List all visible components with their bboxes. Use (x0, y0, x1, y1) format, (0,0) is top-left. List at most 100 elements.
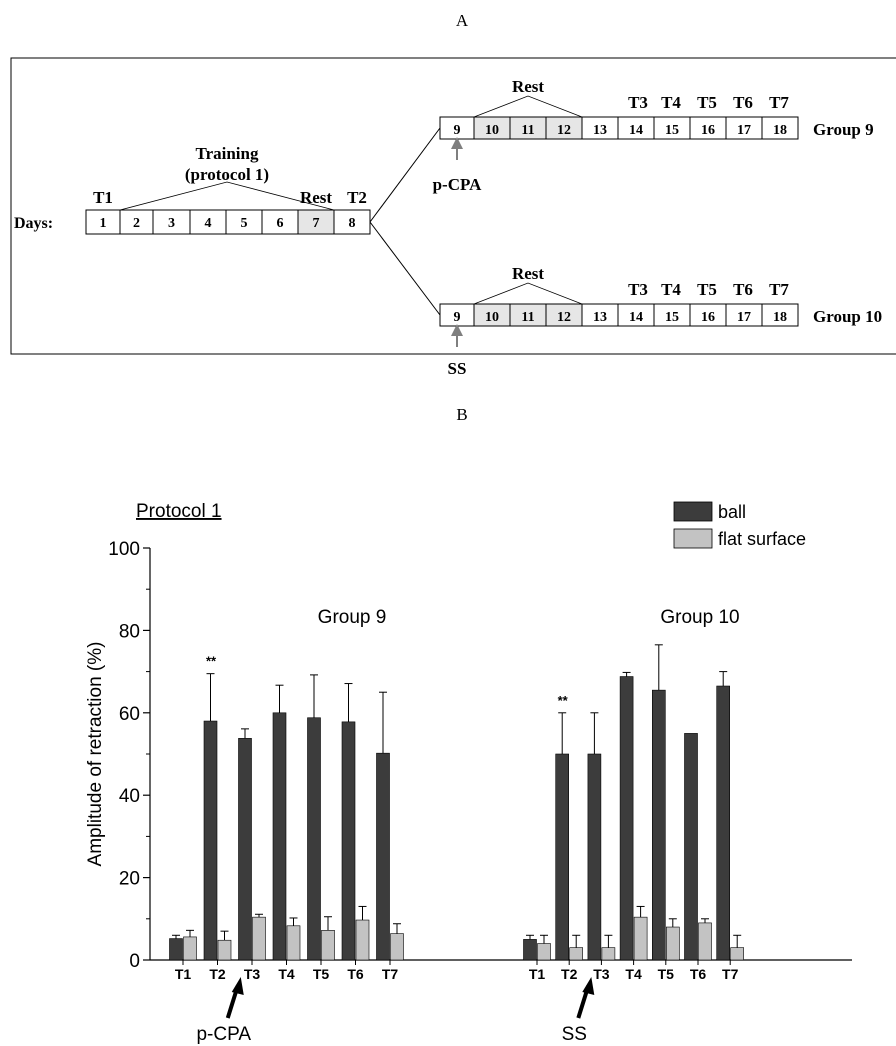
bar (537, 943, 551, 961)
rest-label: Rest (300, 188, 332, 207)
day-cell (761, 116, 799, 140)
legend-swatch (673, 528, 713, 549)
y-axis-label: Amplitude of retraction (%) (85, 642, 106, 867)
day-cell (119, 209, 154, 235)
day-number: 10 (485, 310, 499, 325)
drug-arrow-label: SS (562, 1024, 587, 1045)
bar (633, 916, 648, 961)
t1-label: T1 (93, 188, 113, 207)
day-number: 11 (521, 310, 534, 325)
bar (272, 712, 287, 961)
training-bracket (119, 181, 335, 211)
panel-b-label: B (456, 405, 467, 424)
x-tick-label: T3 (244, 966, 261, 982)
bar (651, 689, 666, 961)
rest-bracket (473, 282, 583, 305)
group-title: Group 10 (660, 607, 739, 628)
day-number: 13 (593, 123, 607, 138)
day-number: 5 (241, 216, 248, 231)
bar (203, 720, 218, 961)
y-tick-label: 80 (119, 621, 140, 642)
x-tick-label: T6 (690, 966, 707, 982)
bar (684, 733, 698, 961)
test-label: T3 (628, 93, 648, 112)
drug-label: SS (448, 359, 467, 378)
day-number: 12 (557, 123, 571, 138)
day-number: 16 (701, 310, 715, 325)
day-number: 10 (485, 123, 499, 138)
panel-a-frame (10, 57, 896, 355)
y-tick-label: 0 (129, 951, 140, 972)
test-label: T7 (769, 280, 789, 299)
group-label: Group 10 (813, 307, 882, 326)
x-tick-label: T3 (593, 966, 610, 982)
training-protocol-label: (protocol 1) (185, 165, 269, 184)
drug-arrow-label: p-CPA (196, 1024, 251, 1045)
bar (619, 676, 634, 961)
group-label: Group 9 (813, 120, 874, 139)
bar (286, 925, 301, 961)
t2-label: T2 (347, 188, 367, 207)
bar (698, 922, 712, 961)
day-number: 14 (629, 310, 643, 325)
bar (716, 685, 731, 961)
day-cell (761, 303, 799, 327)
x-tick-label: T4 (278, 966, 295, 982)
day-number: 16 (701, 123, 715, 138)
y-tick-label: 100 (108, 539, 140, 560)
day-number: 11 (521, 123, 534, 138)
day-number: 2 (133, 216, 140, 231)
panel-a-label: A (456, 11, 469, 30)
day-number: 9 (454, 310, 461, 325)
bar (601, 947, 616, 961)
legend-label: flat surface (718, 529, 806, 549)
legend-label: ball (718, 502, 746, 522)
x-tick-label: T5 (658, 966, 675, 982)
bar-chart: 0 20 40 60 80 100 Amplitude of retraction (%) b… (85, 501, 852, 1045)
x-tick-label: T4 (625, 966, 642, 982)
drug-label: p-CPA (433, 175, 483, 194)
day-number: 13 (593, 310, 607, 325)
branch-line-lower (369, 221, 441, 316)
x-tick-label: T7 (382, 966, 399, 982)
x-tick-label: T1 (529, 966, 546, 982)
bar (569, 947, 584, 961)
day-cell (152, 209, 191, 235)
bar (390, 933, 404, 961)
day-number: 15 (665, 123, 679, 138)
bar (341, 721, 356, 961)
day-number: 18 (773, 123, 787, 138)
test-label: T5 (697, 280, 717, 299)
bar (307, 717, 321, 961)
bar (555, 753, 570, 961)
significance-mark: ** (206, 654, 217, 669)
x-tick-label: T7 (722, 966, 739, 982)
bar (355, 919, 370, 961)
test-label: T5 (697, 93, 717, 112)
test-label: T7 (769, 93, 789, 112)
protocol-label: Protocol 1 (136, 501, 222, 522)
days-label: Days: (14, 215, 53, 232)
x-tick-label: T5 (313, 966, 330, 982)
x-tick-label: T2 (561, 966, 578, 982)
y-tick-label: 20 (119, 869, 140, 890)
day-number: 3 (168, 216, 175, 231)
day-number: 14 (629, 123, 643, 138)
bar (238, 738, 252, 961)
drug-arrow-head (582, 977, 595, 995)
test-label: T6 (733, 93, 753, 112)
test-label: T3 (628, 280, 648, 299)
day-number: 15 (665, 310, 679, 325)
y-tick-label: 40 (119, 786, 140, 807)
bar (665, 926, 680, 961)
group-title: Group 9 (318, 607, 387, 628)
day-number: 4 (205, 216, 212, 231)
x-tick-label: T1 (175, 966, 192, 982)
bar (730, 947, 745, 961)
rest-label: Rest (512, 264, 544, 283)
bar (321, 930, 335, 961)
test-label: T4 (661, 93, 681, 112)
rest-bracket (473, 95, 583, 118)
bar (587, 753, 602, 961)
